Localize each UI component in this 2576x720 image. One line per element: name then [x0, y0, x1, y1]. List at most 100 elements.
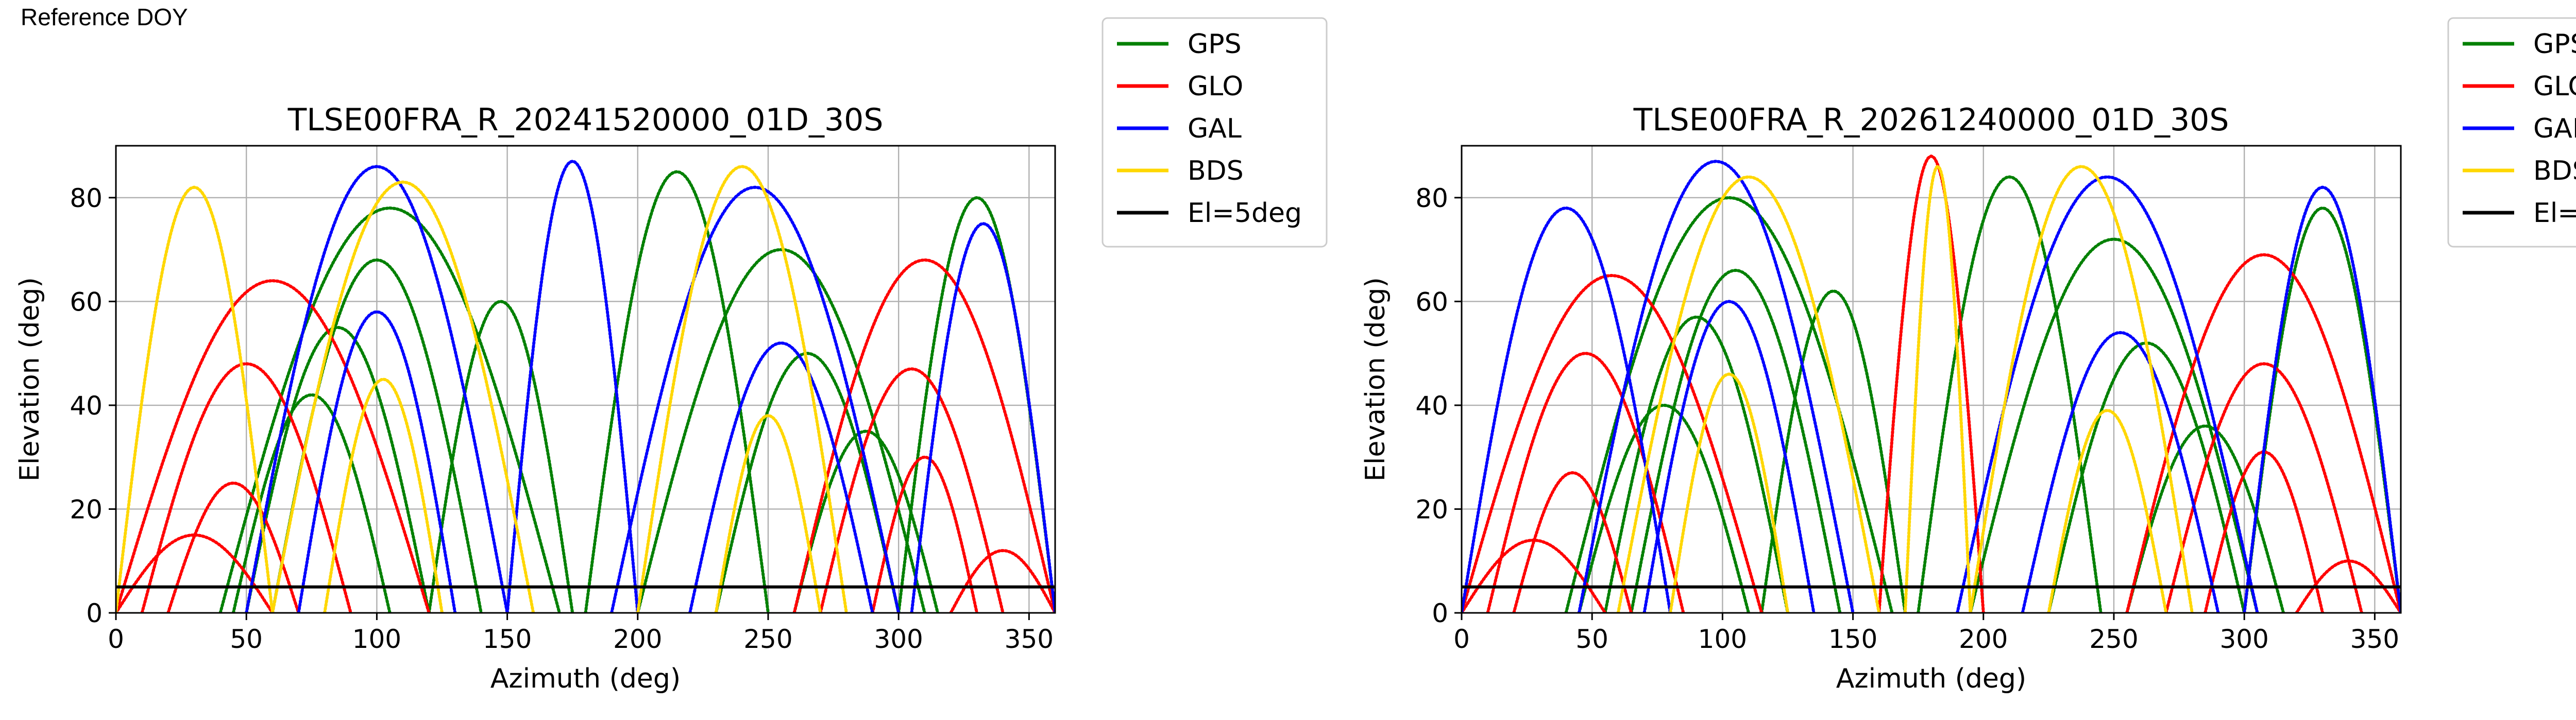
track-glo — [819, 367, 1005, 613]
chart-title: TLSE00FRA_R_20261240000_01D_30S — [1633, 102, 2229, 138]
track-gps — [636, 248, 926, 613]
x-tick-label: 350 — [2350, 624, 2399, 654]
x-tick-label: 300 — [2219, 624, 2268, 654]
y-tick-label: 80 — [70, 183, 103, 213]
track-glo — [166, 482, 300, 613]
legend-label: BDS — [2533, 156, 2576, 186]
track-glo — [871, 455, 979, 613]
track-glo — [792, 258, 1055, 613]
track-gal — [610, 185, 901, 613]
plot-area — [116, 160, 1055, 613]
track-gal — [910, 222, 1055, 613]
legend-label: GLO — [2533, 71, 2576, 102]
track-gps — [792, 430, 940, 613]
track-gps — [1603, 315, 1789, 613]
legend-label: GLO — [1188, 71, 1243, 102]
track-gal — [1642, 300, 1816, 613]
track-glo — [140, 362, 352, 613]
track-gal — [1577, 160, 1855, 613]
legend-label: El=5deg — [1188, 198, 1302, 229]
legend: GPS GLO GAL BDS El=5deg — [1101, 17, 1328, 248]
track-bds — [1903, 164, 1972, 613]
axes-frame — [115, 145, 1056, 614]
track-gal — [688, 341, 874, 613]
x-tick-label: 150 — [483, 624, 532, 654]
y-axis-label: Elevation (deg) — [14, 277, 45, 482]
x-tick-label: 50 — [1575, 624, 1608, 654]
y-tick-label: 60 — [70, 287, 103, 317]
track-gps — [714, 352, 901, 613]
x-tick-label: 100 — [352, 624, 401, 654]
track-glo — [1462, 538, 1607, 613]
track-gal — [2021, 331, 2220, 613]
y-tick-label: 40 — [70, 391, 103, 421]
y-tick-label: 80 — [1415, 183, 1448, 213]
track-bds — [714, 414, 822, 613]
track-bds — [1669, 372, 1789, 613]
legend-label: GAL — [1188, 113, 1242, 144]
track-glo — [1512, 471, 1633, 613]
y-tick-label: 60 — [1415, 287, 1448, 317]
y-axis-label: Elevation (deg) — [1360, 277, 1391, 482]
track-gal — [297, 310, 457, 613]
x-tick-label: 100 — [1698, 624, 1747, 654]
track-gps — [1577, 403, 1750, 613]
x-axis-label: Azimuth (deg) — [490, 663, 681, 694]
y-tick-label: 20 — [1415, 494, 1448, 524]
track-bds — [1616, 175, 1881, 613]
track-glo — [1486, 352, 1685, 613]
track-gal — [505, 160, 639, 613]
track-gps — [245, 325, 431, 613]
axes-frame — [1461, 145, 2402, 614]
x-tick-label: 250 — [2089, 624, 2138, 654]
track-glo — [1462, 273, 1764, 613]
track-gps — [1630, 268, 1842, 613]
track-gps — [584, 170, 770, 613]
track-gal — [2243, 185, 2401, 613]
track-bds — [116, 185, 274, 613]
legend-frame — [1101, 17, 1328, 248]
track-gal — [1462, 206, 1672, 613]
chart-title: TLSE00FRA_R_20241520000_01D_30S — [287, 102, 884, 138]
track-gal — [245, 165, 509, 613]
y-tick-label: 20 — [70, 494, 103, 524]
y-tick-label: 0 — [1432, 598, 1448, 628]
track-glo — [949, 549, 1055, 613]
y-tick-label: 40 — [1415, 391, 1448, 421]
x-tick-label: 300 — [874, 624, 923, 654]
x-tick-label: 50 — [230, 624, 263, 654]
track-gps — [427, 300, 574, 613]
track-bds — [323, 378, 444, 613]
x-tick-label: 200 — [613, 624, 662, 654]
chart-panel-left: 0 50 100 150 200 250 300 350 0 20 40 60 80 TLSE00FRA_… — [14, 17, 1328, 694]
x-tick-label: 350 — [1005, 624, 1054, 654]
track-glo — [116, 533, 274, 613]
track-bds — [2047, 408, 2168, 613]
y-tick-label: 0 — [86, 598, 103, 628]
track-bds — [270, 180, 535, 613]
x-tick-label: 0 — [1453, 624, 1470, 654]
x-tick-label: 150 — [1828, 624, 1877, 654]
x-tick-label: 0 — [108, 624, 124, 654]
x-tick-label: 200 — [1959, 624, 2008, 654]
track-glo — [2164, 362, 2363, 613]
track-glo — [1877, 155, 1985, 613]
chart-panel-right: 0 50 100 150 200 250 300 350 0 20 40 60 80 TLSE00FRA_… — [1360, 17, 2576, 694]
track-glo — [116, 279, 431, 613]
track-bds — [636, 165, 848, 613]
legend-label: GPS — [1188, 29, 1242, 60]
plot-area — [1462, 155, 2401, 613]
legend-label: GPS — [2533, 29, 2576, 60]
x-tick-label: 250 — [743, 624, 792, 654]
legend-frame — [2447, 17, 2576, 248]
figure-title: Reference DOY — [21, 4, 188, 30]
track-gps — [218, 206, 561, 613]
track-gps — [1917, 175, 2103, 613]
legend-label: BDS — [1188, 156, 1244, 186]
x-axis-label: Azimuth (deg) — [1836, 663, 2026, 694]
legend-label: El=5deg — [2533, 198, 2576, 229]
legend-label: GAL — [2533, 113, 2576, 144]
legend: GPS GLO GAL BDS El=5deg — [2447, 17, 2576, 248]
track-bds — [1969, 165, 2194, 613]
